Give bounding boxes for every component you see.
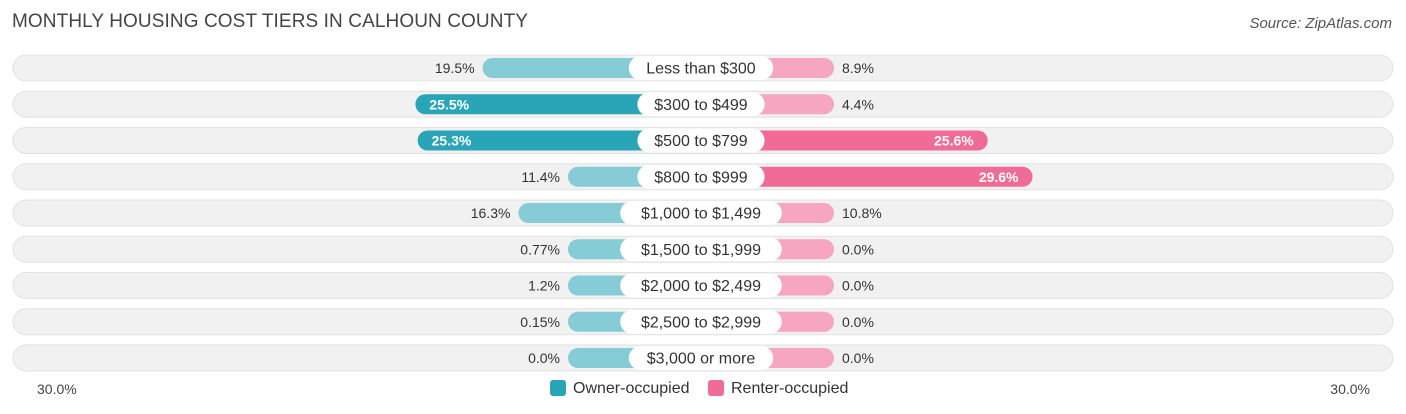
renter-value-label: 10.8%: [842, 205, 882, 221]
owner-value-label: 25.5%: [429, 96, 469, 112]
owner-value-label: 0.15%: [520, 314, 560, 330]
legend-owner-swatch: [550, 380, 566, 396]
owner-value-label: 11.4%: [521, 169, 560, 185]
renter-value-label: 4.4%: [842, 96, 874, 112]
category-pill: [620, 309, 782, 334]
category-pill: [637, 128, 765, 153]
legend-owner-label: Owner-occupied: [573, 380, 690, 397]
chart-title: MONTHLY HOUSING COST TIERS IN CALHOUN CO…: [12, 11, 529, 32]
owner-value-label: 0.77%: [520, 241, 560, 257]
category-label: $300 to $499: [654, 97, 748, 114]
category-pill: [628, 346, 774, 370]
renter-value-label: 0.0%: [842, 241, 874, 257]
legend-renter-label: Renter-occupied: [731, 380, 849, 397]
legend: Owner-occupied Renter-occupied: [0, 379, 1406, 399]
category-pill: [620, 201, 782, 225]
owner-bar: [417, 130, 701, 151]
renter-value-label: 8.9%: [842, 60, 874, 76]
owner-value-label: 25.3%: [432, 133, 472, 149]
axis-left-label: 30.0%: [37, 381, 77, 397]
owner-value-label: 1.2%: [528, 278, 560, 294]
owner-value-label: 0.0%: [528, 350, 560, 366]
category-label: Less than $300: [646, 61, 756, 78]
renter-value-label: 25.6%: [934, 133, 974, 149]
renter-value-label: 0.0%: [842, 314, 874, 330]
renter-value-label: 0.0%: [842, 278, 874, 294]
category-label: $3,000 or more: [647, 351, 756, 368]
owner-value-label: 19.5%: [435, 60, 475, 76]
source-label: Source: ZipAtlas.com: [1249, 15, 1392, 32]
category-label: $2,500 to $2,999: [641, 314, 761, 331]
renter-bar: [701, 130, 988, 151]
category-pill: [620, 237, 782, 262]
category-pill: [620, 273, 782, 298]
category-label: $2,000 to $2,499: [641, 278, 761, 295]
category-label: $1,500 to $1,999: [641, 242, 761, 259]
owner-value-label: 16.3%: [471, 205, 511, 221]
category-label: $500 to $799: [654, 133, 748, 150]
category-label: $800 to $999: [654, 169, 748, 186]
renter-value-label: 0.0%: [842, 350, 874, 366]
renter-bar: [701, 166, 1033, 187]
renter-value-label: 29.6%: [979, 169, 1019, 185]
category-pill: [637, 164, 765, 189]
category-pill: [628, 56, 774, 80]
axis-right-label: 30.0%: [1330, 381, 1370, 397]
owner-bar: [415, 94, 701, 115]
category-label: $1,000 to $1,499: [641, 206, 761, 223]
legend-renter-swatch: [708, 380, 724, 396]
category-pill: [637, 92, 765, 117]
